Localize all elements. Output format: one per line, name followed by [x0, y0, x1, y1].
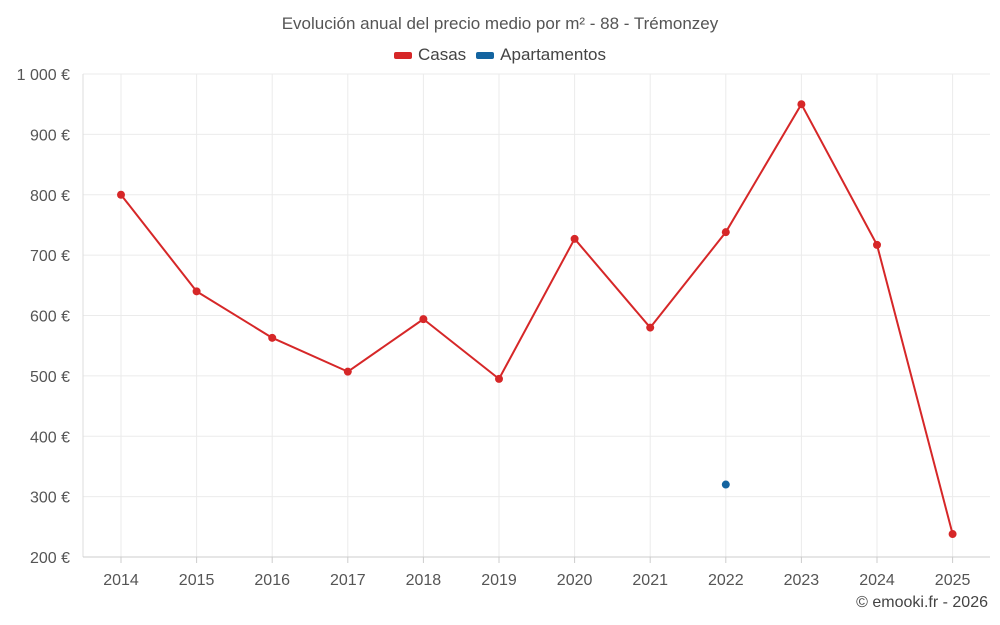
chart-title: Evolución anual del precio medio por m² …	[281, 14, 719, 33]
series-line-casas	[120, 103, 954, 535]
data-point-casas[interactable]	[721, 228, 730, 237]
data-point-casas[interactable]	[192, 287, 201, 296]
data-point-casas[interactable]	[646, 323, 655, 332]
y-tick-label: 900 €	[30, 127, 70, 144]
data-point-casas[interactable]	[873, 240, 881, 249]
x-tick-label: 2022	[708, 572, 744, 589]
x-tick-label: 2024	[859, 572, 895, 589]
data-point-casas[interactable]	[419, 315, 428, 324]
x-tick-label: 2014	[103, 572, 139, 589]
y-tick-label: 400 €	[30, 429, 70, 446]
legend: Casas Apartamentos	[0, 45, 1000, 65]
x-tick-label: 2025	[935, 572, 971, 589]
y-tick-label: 600 €	[30, 309, 70, 326]
legend-label-casas: Casas	[417, 45, 467, 64]
y-tick-label: 300 €	[30, 490, 70, 507]
y-tick-label: 700 €	[30, 248, 70, 265]
legend-label-apartamentos: Apartamentos	[500, 45, 607, 64]
data-point-casas[interactable]	[570, 234, 579, 243]
x-tick-label: 2019	[481, 572, 517, 589]
legend-swatch-casas	[393, 51, 412, 59]
x-tick-label: 2015	[179, 572, 215, 589]
data-point-casas[interactable]	[268, 333, 277, 342]
x-tick-label: 2016	[254, 572, 290, 589]
legend-item-casas[interactable]: Casas	[393, 45, 467, 65]
x-tick-label: 2018	[406, 572, 442, 589]
data-point-casas[interactable]	[117, 190, 125, 199]
data-point-casas[interactable]	[495, 374, 503, 383]
y-tick-label: 500 €	[30, 369, 70, 386]
data-point-casas[interactable]	[948, 530, 957, 539]
data-point-apartamentos[interactable]	[721, 480, 730, 489]
x-tick-label: 2023	[784, 572, 820, 589]
y-tick-label: 800 €	[30, 188, 70, 205]
x-tick-label: 2017	[330, 572, 366, 589]
data-point-casas[interactable]	[343, 367, 352, 376]
legend-swatch-apartamentos	[476, 51, 495, 59]
credit-text: © emooki.fr - 2026	[856, 594, 988, 611]
x-tick-label: 2021	[632, 572, 668, 589]
legend-item-apartamentos[interactable]: Apartamentos	[476, 45, 606, 65]
y-tick-label: 200 €	[30, 550, 70, 567]
y-tick-label: 1 000 €	[17, 67, 70, 84]
x-tick-label: 2020	[557, 572, 593, 589]
data-point-casas[interactable]	[797, 100, 806, 109]
